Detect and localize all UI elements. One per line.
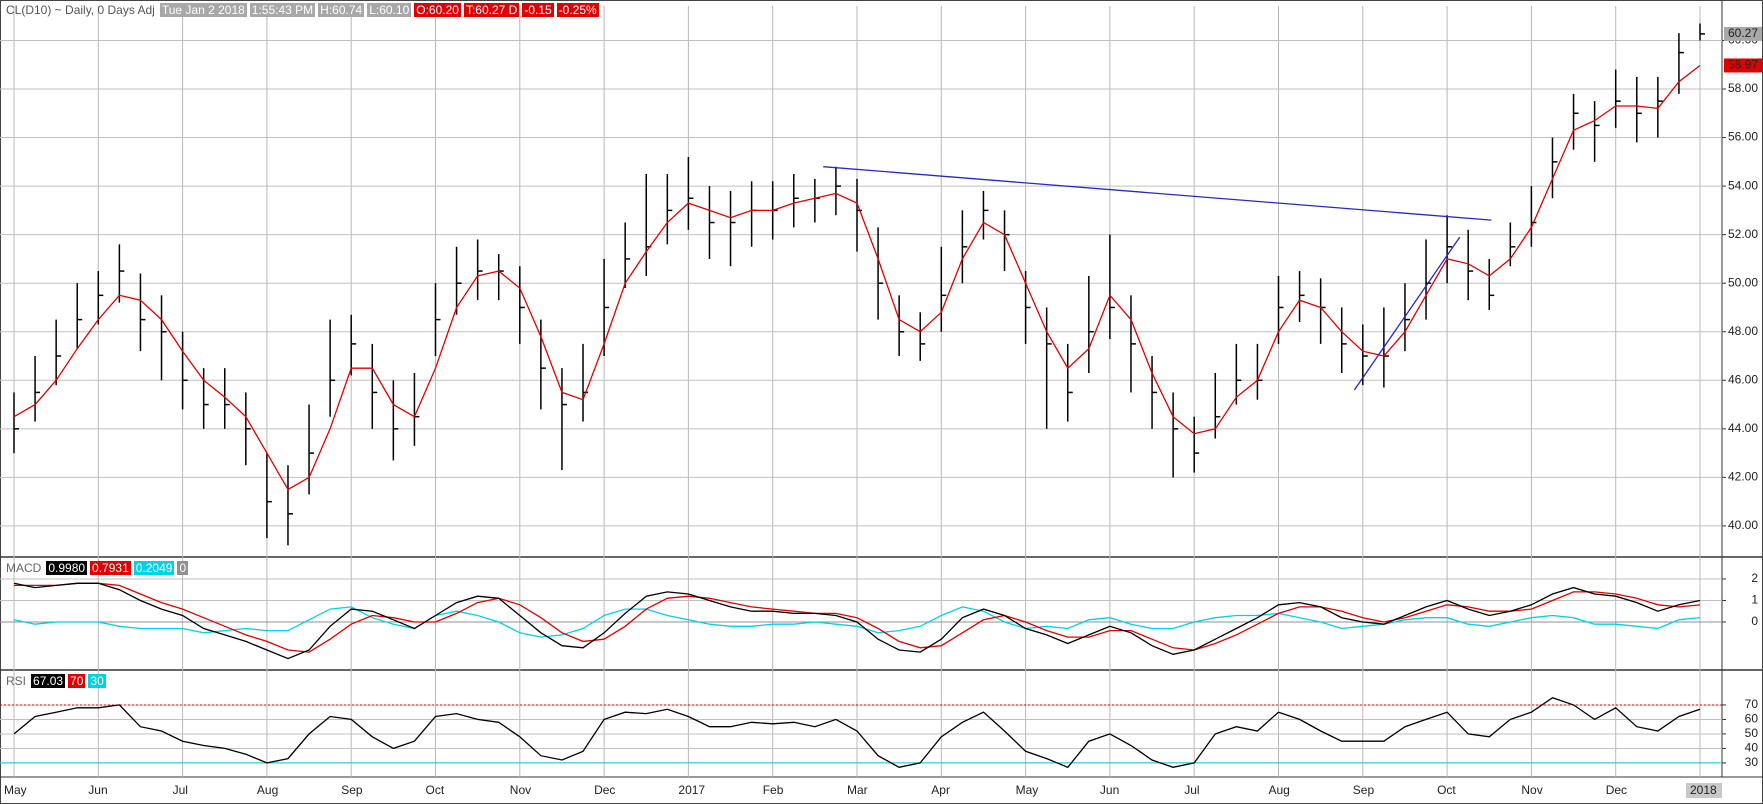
x-tick-label: Jun <box>88 783 107 797</box>
indicator-line <box>13 582 1701 660</box>
last-price-tag-box <box>1724 26 1762 41</box>
legend: RSI 67.03 70 30 <box>4 674 106 688</box>
average-price-tag-box <box>1724 58 1762 73</box>
trendline <box>1353 236 1461 391</box>
x-tick-label: Sep <box>341 783 363 797</box>
x-tick-label: Dec <box>1606 783 1627 797</box>
header-field: H:60.74 <box>318 3 365 17</box>
x-tick-label: Dec <box>594 783 615 797</box>
legend-title: MACD <box>6 561 42 575</box>
moving-average <box>13 64 1701 491</box>
y-tick-label: 1 <box>1751 593 1758 607</box>
last-price-tag: 60.27 <box>1728 26 1758 40</box>
y-tick-label: 54.00 <box>1728 178 1758 192</box>
x-tick-label: Jul <box>1184 783 1199 797</box>
x-tick-label: Nov <box>1521 783 1542 797</box>
x-tick-label: Oct <box>1437 783 1456 797</box>
average-price-tag: 58.97 <box>1728 58 1758 72</box>
legend-entry: 0.2049 <box>133 561 175 575</box>
trendline <box>823 166 1492 221</box>
legend-entry: 0.9980 <box>46 561 88 575</box>
legend-entry: 70 <box>68 674 86 688</box>
indicator-line <box>13 696 1701 769</box>
header-field: -0.15 <box>522 3 554 17</box>
y-tick-label: 70 <box>1745 697 1759 711</box>
x-tick-label: May <box>4 783 27 797</box>
y-tick-label: 56.00 <box>1728 130 1758 144</box>
header-field: L:60.10 <box>367 3 412 17</box>
legend-entry: 30 <box>88 674 106 688</box>
y-tick-label: 2 <box>1751 571 1758 585</box>
x-tick-label: Aug <box>1269 783 1290 797</box>
legend-title: RSI <box>6 674 27 688</box>
x-tick-label: Jun <box>1100 783 1119 797</box>
x-tick-label: Mar <box>847 783 868 797</box>
header-field: -0.25% <box>556 3 599 17</box>
x-label-box <box>1686 783 1722 798</box>
x-tick-label: Jul <box>173 783 188 797</box>
legend: MACD 0.9980 0.7931 0.2049 0 <box>4 561 189 575</box>
y-tick-label: 60 <box>1745 712 1759 726</box>
header-field: 1:55:43 PM <box>249 3 316 17</box>
legend-entry: 67.03 <box>31 674 66 688</box>
y-tick-label: 52.00 <box>1728 227 1758 241</box>
header-field: T:60.27 D <box>463 3 520 17</box>
header-field: Tue Jan 2 2018 <box>159 3 247 17</box>
x-tick-label: Sep <box>1353 783 1375 797</box>
y-tick-label: 40 <box>1745 741 1759 755</box>
y-tick-label: 48.00 <box>1728 324 1758 338</box>
y-tick-label: 30 <box>1745 755 1759 769</box>
legend-entry: 0.7931 <box>90 561 131 575</box>
indicator-line <box>14 582 1701 653</box>
y-tick-label: 42.00 <box>1728 470 1758 484</box>
y-tick-label: 50.00 <box>1728 275 1758 289</box>
x-tick-label: Aug <box>257 783 278 797</box>
x-tick-label: Oct <box>426 783 445 797</box>
y-tick-label: 40.00 <box>1728 518 1758 532</box>
x-tick-label: May <box>1016 783 1039 797</box>
header-field: O:60.20 <box>414 3 461 17</box>
legend-entry: 0 <box>177 561 189 575</box>
indicator-line <box>13 606 1701 638</box>
y-tick-label: 0 <box>1751 614 1758 628</box>
x-tick-label: Nov <box>510 783 531 797</box>
y-tick-label: 50 <box>1745 726 1759 740</box>
x-tick-label: 2017 <box>678 783 705 797</box>
chart-title: CL(D10) ~ Daily, 0 Days Adj <box>6 3 155 17</box>
x-tick-label: 2018 <box>1690 783 1717 797</box>
y-tick-label: 44.00 <box>1728 421 1758 435</box>
x-tick-label: Feb <box>763 783 784 797</box>
y-tick-label: 46.00 <box>1728 372 1758 386</box>
header: CL(D10) ~ Daily, 0 Days Adj Tue Jan 2 20… <box>4 3 599 17</box>
x-tick-label: Apr <box>931 783 950 797</box>
y-tick-label: 58.00 <box>1728 81 1758 95</box>
